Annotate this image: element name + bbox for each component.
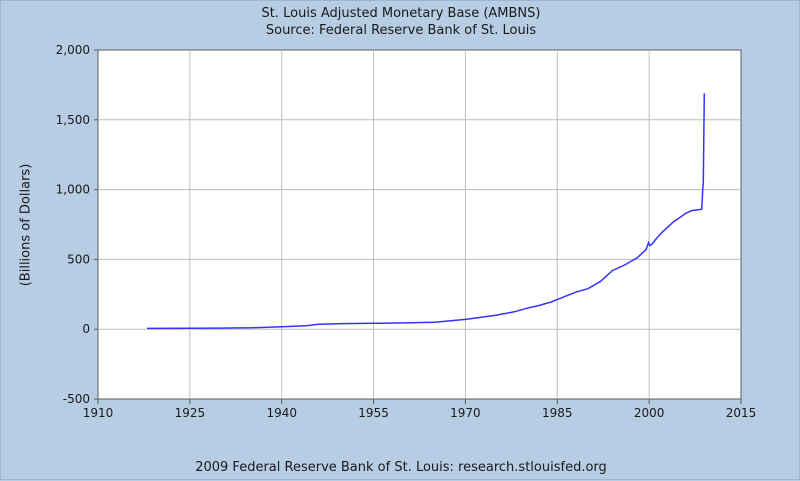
series-line	[146, 93, 706, 330]
y-tick-label: -500	[63, 392, 90, 406]
x-tick-label: 1955	[358, 406, 389, 420]
y-axis-ticks: -500 0 500 1,000 1,500 2,000	[56, 43, 98, 406]
footer-credit: 2009 Federal Reserve Bank of St. Louis: …	[195, 460, 607, 475]
plot-background	[97, 49, 742, 400]
chart-subtitle: Source: Federal Reserve Bank of St. Loui…	[265, 23, 537, 38]
x-axis-ticks: 1910 1925 1940 1955 1970 1985 2000 2015	[83, 399, 757, 420]
y-tick-label: 1,500	[56, 113, 90, 127]
y-tick-label: 1,000	[56, 183, 90, 197]
x-tick-label: 2000	[634, 406, 665, 420]
y-tick-label: 500	[67, 252, 90, 266]
x-tick-label: 1970	[450, 406, 481, 420]
y-tick-label: 0	[82, 322, 90, 336]
y-tick-label: 2,000	[56, 43, 90, 57]
x-tick-label: 2015	[726, 406, 757, 420]
chart-title: St. Louis Adjusted Monetary Base (AMBNS)	[261, 6, 541, 21]
x-tick-label: 1985	[542, 406, 573, 420]
x-tick-label: 1940	[266, 406, 297, 420]
x-tick-label: 1910	[83, 406, 114, 420]
x-tick-label: 1925	[175, 406, 206, 420]
